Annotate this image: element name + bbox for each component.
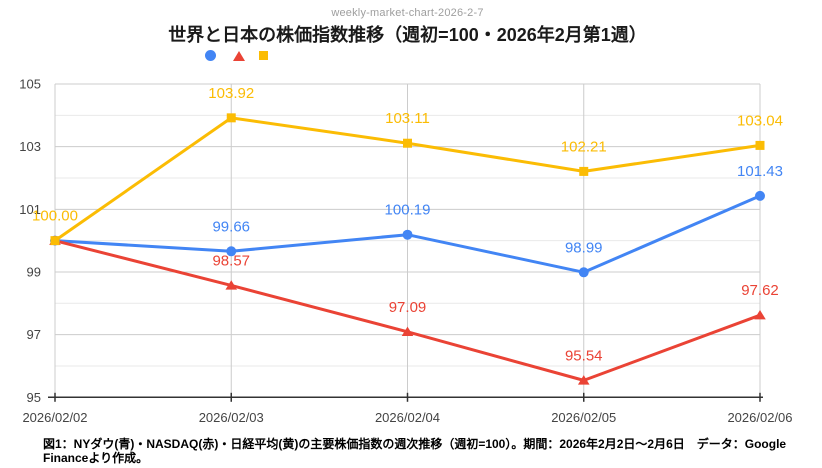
data-point-square bbox=[50, 236, 60, 246]
y-tick-label: 101 bbox=[19, 202, 41, 217]
data-label: 101.43 bbox=[737, 163, 783, 180]
chart-title: 世界と日本の株価指数推移（週初=100・2026年2月第1週） bbox=[168, 25, 647, 45]
data-point-circle bbox=[226, 246, 237, 257]
data-point-square bbox=[579, 166, 589, 176]
data-label: 97.09 bbox=[389, 299, 427, 316]
data-point-circle bbox=[402, 229, 413, 240]
data-point-triangle bbox=[225, 280, 238, 290]
dow-legend-circle-icon bbox=[205, 50, 216, 61]
data-label: 98.99 bbox=[565, 239, 603, 256]
figure-caption: 図1：NYダウ(青)・NASDAQ(赤)・日経平均(黄)の主要株価指数の週次推移… bbox=[43, 437, 787, 465]
data-label: 99.66 bbox=[212, 218, 250, 235]
data-point-triangle bbox=[401, 326, 414, 337]
nasdaq-legend-triangle-icon bbox=[233, 51, 245, 61]
data-label: 95.54 bbox=[565, 347, 603, 364]
data-label: 103.11 bbox=[385, 110, 430, 127]
file-label: weekly-market-chart-2026-2-7 bbox=[331, 7, 484, 19]
y-tick-label: 95 bbox=[27, 390, 41, 405]
x-tick-label: 2026/02/05 bbox=[551, 410, 616, 425]
y-tick-label: 105 bbox=[19, 77, 41, 92]
data-point-triangle bbox=[754, 310, 766, 320]
data-point-circle bbox=[755, 190, 765, 201]
data-point-square bbox=[755, 140, 765, 150]
y-tick-label: 99 bbox=[27, 264, 41, 279]
data-label: 102.21 bbox=[561, 138, 607, 155]
legend bbox=[205, 50, 275, 62]
data-point-triangle bbox=[577, 375, 590, 385]
data-label: 103.04 bbox=[737, 112, 783, 129]
data-label: 103.92 bbox=[208, 85, 254, 102]
y-tick-label: 97 bbox=[27, 327, 41, 342]
x-tick-label: 2026/02/03 bbox=[199, 410, 264, 425]
data-label: 97.62 bbox=[741, 282, 779, 299]
x-tick-label: 2026/02/06 bbox=[727, 410, 792, 425]
y-tick-label: 103 bbox=[19, 139, 41, 154]
data-label: 100.19 bbox=[385, 202, 431, 219]
nikkei-legend-square-icon bbox=[259, 51, 268, 60]
data-point-circle bbox=[578, 267, 589, 278]
data-point-square bbox=[403, 138, 412, 148]
x-tick-label: 2026/02/02 bbox=[22, 410, 87, 425]
data-label: 98.57 bbox=[212, 252, 250, 269]
x-tick-label: 2026/02/04 bbox=[375, 410, 440, 425]
data-label: 100.00 bbox=[32, 208, 78, 225]
data-point-square bbox=[226, 113, 236, 123]
